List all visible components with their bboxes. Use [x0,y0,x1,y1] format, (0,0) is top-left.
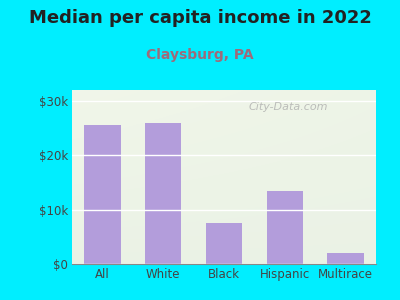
Text: City-Data.com: City-Data.com [248,102,328,112]
Text: Median per capita income in 2022: Median per capita income in 2022 [28,9,372,27]
Bar [206,223,242,264]
Bar [84,125,121,264]
Text: Claysburg, PA: Claysburg, PA [146,48,254,62]
Bar [327,253,364,264]
Bar [266,190,303,264]
Bar [145,123,182,264]
